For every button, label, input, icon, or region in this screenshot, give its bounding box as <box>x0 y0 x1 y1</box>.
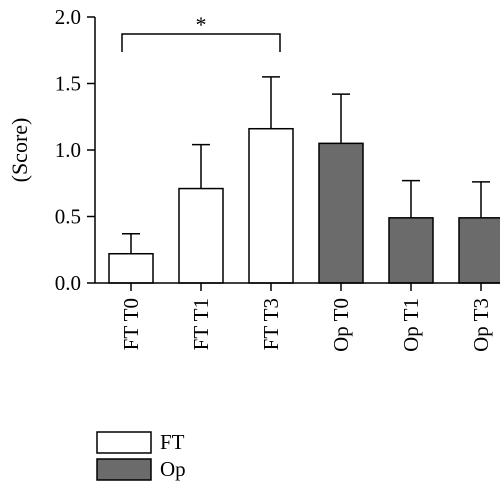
x-tick-label: Op T0 <box>329 298 353 352</box>
bar <box>178 187 224 284</box>
bar <box>108 252 154 284</box>
significance-bracket <box>121 33 281 52</box>
legend: FT Op <box>96 430 186 481</box>
bar <box>388 217 434 284</box>
significance-label: * <box>196 12 207 37</box>
x-axis: FT T0 FT T1 FT T3 Op T0 Op T1 Op T3 <box>95 282 500 352</box>
y-tick-label: 1.5 <box>55 72 81 96</box>
significance-annotation: * <box>121 12 281 52</box>
y-axis: 0.0 0.5 1.0 1.5 2.0 <box>55 5 96 295</box>
x-tick-label: FT T3 <box>259 298 283 350</box>
y-tick-label: 0.5 <box>55 205 81 229</box>
legend-label: Op <box>160 457 186 481</box>
legend-swatch <box>96 458 152 481</box>
y-tick-label: 1.0 <box>55 138 81 162</box>
x-tick-label: Op T1 <box>399 298 423 352</box>
x-tick-label: Op T3 <box>469 298 493 352</box>
y-axis-label: (Score) <box>7 118 32 183</box>
y-tick-label: 2.0 <box>55 5 81 29</box>
legend-swatch <box>96 431 152 454</box>
y-tick-label: 0.0 <box>55 271 81 295</box>
bars-group <box>108 76 500 284</box>
bar <box>248 127 294 284</box>
x-tick-label: FT T1 <box>189 298 213 350</box>
bar <box>458 217 500 284</box>
bar <box>318 142 364 284</box>
x-tick-label: FT T0 <box>119 298 143 350</box>
legend-label: FT <box>160 430 185 454</box>
